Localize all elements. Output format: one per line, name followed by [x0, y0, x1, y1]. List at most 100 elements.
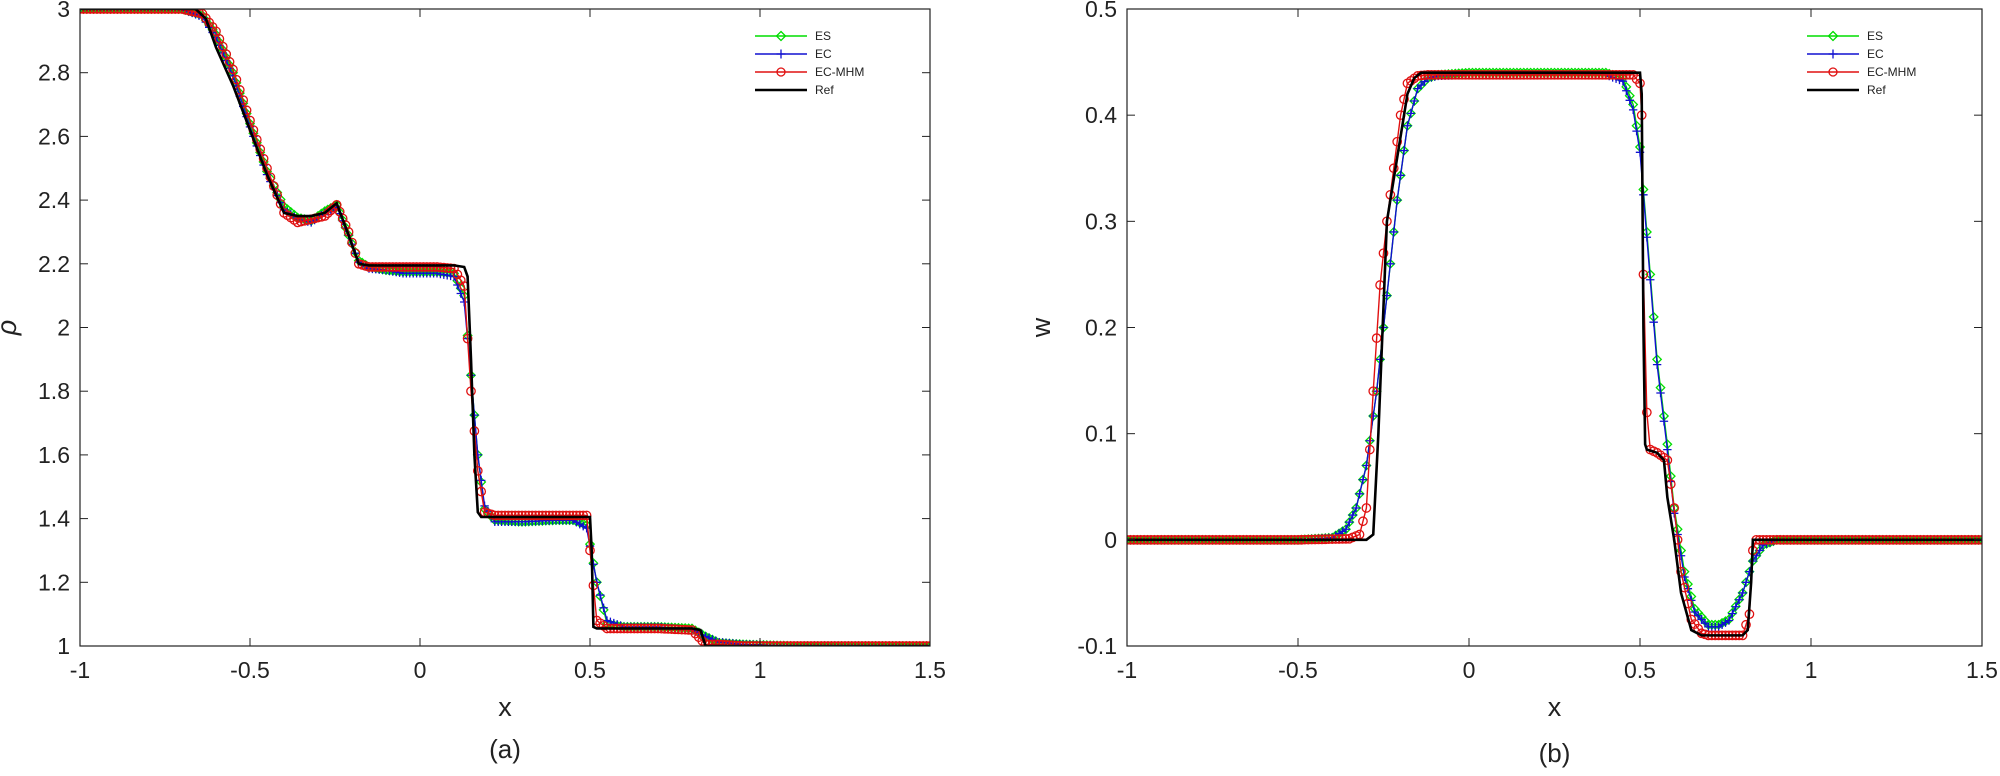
data-point — [115, 9, 126, 14]
data-point — [170, 9, 181, 14]
data-point — [598, 604, 609, 616]
series-es-line — [80, 9, 930, 646]
data-point — [126, 9, 136, 14]
panel-label: (a) — [489, 734, 521, 764]
data-point — [153, 9, 164, 14]
data-point — [119, 9, 130, 14]
series-ec — [80, 9, 930, 646]
y-tick-label: 1.6 — [38, 442, 70, 468]
legend-label: ES — [815, 29, 831, 43]
legend-item-ec: EC — [1807, 47, 1884, 61]
legend-marker — [1828, 67, 1838, 77]
x-tick-label: 0.5 — [1624, 657, 1656, 683]
series-ec-mhm — [80, 9, 930, 646]
x-tick-label: -1 — [1117, 657, 1137, 683]
data-point — [228, 64, 238, 75]
chart-panel-1: -1 -0.5 0 0.5 1 1.5 -0.1 0 0.1 0.2 0.3 0.4 0.5 x w (b) E… — [1026, 0, 1998, 768]
x-tick-label: 1 — [1805, 657, 1818, 683]
data-point — [81, 9, 92, 14]
data-point — [95, 9, 106, 14]
series-es-markers — [80, 9, 930, 646]
series-ec-line — [1127, 74, 1982, 628]
series-ec-mhm-line — [80, 9, 930, 646]
legend-label: EC-MHM — [1867, 65, 1916, 79]
y-tick-label: 0.3 — [1085, 208, 1117, 234]
legend-label: EC — [815, 47, 832, 61]
legend-label: EC-MHM — [815, 65, 864, 79]
plot-frame — [1126, 8, 1983, 647]
x-tick-label: 0.5 — [574, 657, 606, 683]
series-es-markers — [1127, 67, 1982, 630]
y-tick-label: 2 — [57, 315, 70, 341]
y-tick-label: 3 — [57, 0, 70, 22]
legend-marker — [1828, 49, 1838, 59]
series-ref — [80, 9, 930, 646]
data-point — [163, 9, 174, 14]
data-point — [1399, 94, 1409, 105]
legend-marker — [775, 30, 787, 42]
x-axis-title: x — [1548, 692, 1562, 722]
x-tick-label: 1.5 — [914, 657, 946, 683]
legend: ES EC EC-MHM Ref — [755, 29, 864, 97]
legend-label: Ref — [1867, 83, 1886, 97]
data-point — [80, 9, 89, 14]
y-tick-label: 2.8 — [38, 60, 70, 86]
data-point — [156, 9, 167, 14]
data-point — [122, 9, 133, 14]
x-tick-label: -1 — [70, 657, 90, 683]
series-ec-mhm — [1127, 69, 1982, 641]
legend-item-es: ES — [755, 29, 831, 43]
series-ref-line — [1127, 71, 1982, 637]
data-point — [139, 9, 150, 14]
data-point — [143, 9, 153, 14]
panel-label: (b) — [1539, 738, 1571, 768]
legend-item-ec-mhm: EC-MHM — [1807, 65, 1916, 79]
data-point — [1737, 587, 1748, 599]
series-es — [1127, 67, 1982, 630]
data-point — [85, 9, 96, 14]
data-point — [231, 74, 242, 85]
legend-item-ref: Ref — [755, 83, 834, 97]
series-ec — [1127, 70, 1982, 632]
legend-item-es: ES — [1807, 29, 1883, 43]
data-point — [132, 9, 143, 14]
plot-frame — [79, 8, 931, 647]
legend-label: ES — [1867, 29, 1883, 43]
series-ec-mhm-markers — [1127, 69, 1982, 641]
x-tick-label: -0.5 — [1278, 657, 1318, 683]
data-point — [1358, 516, 1368, 527]
y-tick-label: 0.1 — [1085, 421, 1117, 447]
legend-marker — [776, 67, 786, 77]
y-tick-label: 2.2 — [38, 251, 70, 277]
chart-panel-0: -1 -0.5 0 0.5 1 1.5 1 1.2 1.4 1.6 1.8 2 2.2 2.4 2.6 2.8… — [0, 0, 946, 764]
y-tick-label: 0.5 — [1085, 0, 1117, 22]
legend-marker — [776, 49, 786, 59]
y-tick-label: 0 — [1104, 527, 1117, 553]
y-axis-title: ρ — [0, 320, 22, 336]
data-point — [109, 9, 119, 14]
data-point — [129, 9, 140, 14]
series-ec-mhm-markers — [80, 9, 930, 646]
data-point — [88, 9, 99, 14]
data-point — [173, 9, 184, 14]
legend-item-ec: EC — [755, 47, 832, 61]
legend-label: EC — [1867, 47, 1884, 61]
y-tick-label: -0.1 — [1077, 633, 1117, 659]
x-tick-label: 1 — [754, 657, 767, 683]
data-point — [149, 9, 160, 14]
data-point — [98, 9, 109, 14]
data-point — [1741, 619, 1751, 630]
legend-marker — [1827, 30, 1839, 42]
series-ec-line — [80, 9, 930, 646]
data-point — [105, 9, 116, 14]
y-tick-label: 0.4 — [1085, 102, 1117, 128]
y-axis-title: w — [1026, 317, 1056, 338]
series-ref-line — [80, 9, 930, 646]
data-point — [102, 9, 113, 14]
data-point — [166, 9, 177, 14]
y-tick-label: 1.4 — [38, 506, 70, 532]
y-tick-label: 1.8 — [38, 378, 70, 404]
data-point — [1354, 488, 1365, 499]
legend: ES EC EC-MHM Ref — [1807, 29, 1916, 97]
